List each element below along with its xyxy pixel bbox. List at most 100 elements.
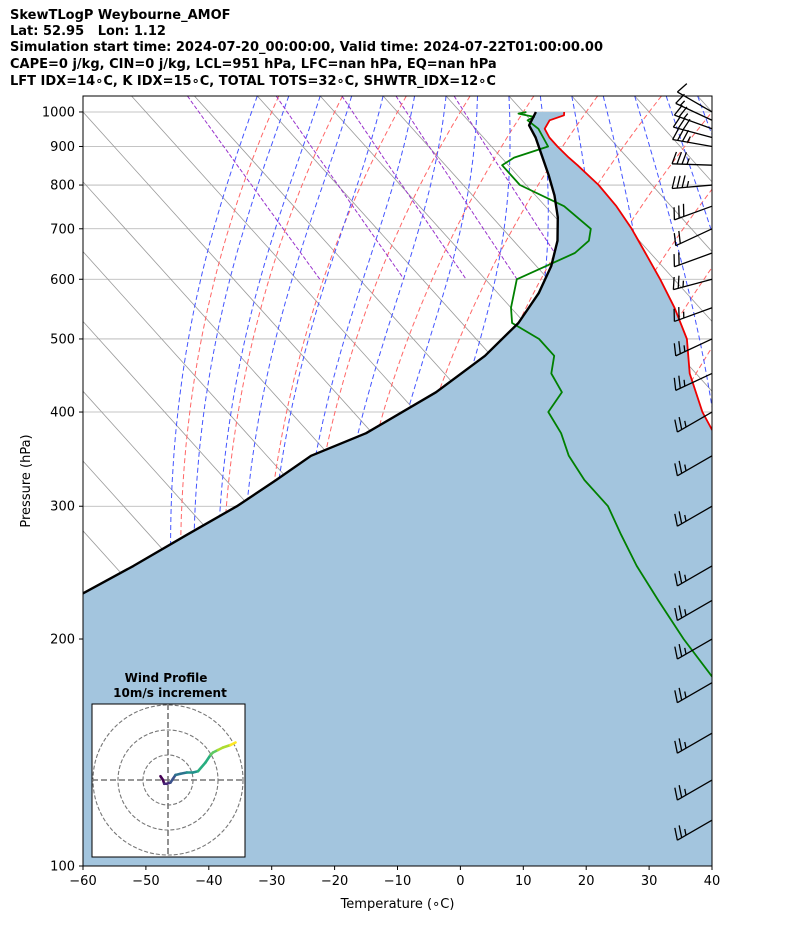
- mixing-ratio-line: [275, 96, 405, 280]
- barb-flag: [678, 738, 683, 751]
- x-axis: −60 −50 −40 −30 −20 −10 0 10 20 30 40: [69, 866, 720, 889]
- barb-flag: [674, 646, 678, 660]
- barb-shaft: [677, 638, 713, 660]
- barb-flag: [678, 570, 683, 584]
- hodograph-segment: [196, 761, 207, 773]
- y-tick-label: 600: [50, 273, 75, 288]
- header-line-5: LFT IDX=14∘C, K IDX=15∘C, TOTAL TOTS=32∘…: [10, 74, 496, 89]
- barb-flag: [678, 687, 683, 701]
- barb-flag: [673, 104, 683, 116]
- barb-flag: [678, 417, 683, 430]
- y-tick-label: 700: [50, 222, 75, 237]
- isotherm-line: [571, 96, 712, 253]
- barb-shaft: [674, 114, 713, 130]
- barb-shaft: [674, 205, 713, 221]
- barb-flag: [681, 129, 690, 142]
- barb-flag: [673, 377, 677, 391]
- header-line-2: Lat: 52.95 Lon: 1.12: [10, 24, 166, 39]
- y-tick-label: 200: [50, 633, 75, 648]
- barb-flag: [674, 607, 678, 621]
- inset-title: Wind Profile: [125, 671, 208, 685]
- barb-flag: [684, 420, 687, 428]
- barb-flag: [672, 128, 680, 140]
- wind-barb: [674, 599, 713, 622]
- barb-shaft: [677, 779, 713, 801]
- barb-flag: [678, 375, 681, 389]
- barb-shaft: [677, 819, 713, 841]
- y-tick-label: 1000: [42, 105, 75, 120]
- barb-flag: [672, 276, 675, 290]
- barb-flag: [674, 787, 678, 801]
- barb-flag: [674, 827, 678, 841]
- barb-shaft: [675, 372, 713, 391]
- wind-barb: [674, 819, 713, 841]
- barb-flag: [683, 345, 686, 352]
- barb-flag: [684, 647, 687, 655]
- barb-flag: [678, 511, 683, 524]
- x-axis-label: Temperature (∘C): [340, 897, 455, 912]
- barb-shaft: [672, 138, 713, 148]
- barb-shaft: [677, 682, 713, 704]
- barb-flag: [684, 574, 687, 582]
- barb-flag: [674, 573, 678, 587]
- barb-flag: [674, 463, 678, 476]
- barb-flag: [681, 175, 686, 188]
- barb-shaft: [677, 732, 713, 754]
- temperature-line: [543, 111, 712, 432]
- barb-flag: [674, 513, 678, 527]
- barb-flag: [678, 825, 683, 838]
- dry-adiabat-line: [702, 824, 712, 866]
- barb-shaft: [674, 252, 713, 268]
- wind-barb: [674, 505, 713, 527]
- barb-flag: [677, 117, 686, 129]
- y-tick-label: 500: [50, 332, 75, 347]
- hodograph-segment: [204, 753, 212, 764]
- y-axis-label: Pressure (hPa): [19, 434, 34, 527]
- x-tick-label: −40: [195, 874, 222, 889]
- x-tick-label: 0: [456, 874, 464, 889]
- barb-flag: [684, 464, 687, 471]
- barb-shaft: [677, 565, 713, 587]
- moist-adiabat-line: [665, 96, 712, 234]
- barb-flag: [674, 740, 678, 754]
- header-line-1: SkewTLogP Weybourne_AMOF: [10, 8, 231, 23]
- barb-flag: [677, 275, 680, 289]
- wind-barb: [673, 372, 713, 391]
- cin-cape-fill: [83, 112, 712, 866]
- header-line-3: Simulation start time: 2024-07-20_00:00:…: [10, 40, 603, 55]
- hodograph-segment: [221, 743, 232, 749]
- barb-flag: [674, 690, 678, 703]
- barb-flag: [684, 828, 687, 836]
- hodograph: [159, 741, 237, 786]
- x-tick-label: −60: [69, 874, 96, 889]
- mixing-ratio-line: [453, 96, 573, 280]
- wind-barb: [673, 203, 713, 221]
- barb-shaft: [673, 278, 713, 291]
- x-tick-label: −10: [384, 874, 411, 889]
- barb-flag: [676, 151, 683, 165]
- parcel-line: [83, 111, 559, 595]
- barb-shaft: [677, 505, 713, 527]
- x-tick-label: −20: [321, 874, 348, 889]
- wind-barb: [674, 638, 713, 660]
- barb-flag: [684, 514, 687, 522]
- x-tick-label: 40: [704, 874, 721, 889]
- wind-barb: [673, 228, 713, 247]
- dry-adiabat-line: [768, 96, 794, 866]
- barb-flag: [672, 116, 681, 128]
- barb-shaft: [677, 455, 713, 477]
- wind-profile-inset: Wind Profile 10m/s increment: [91, 671, 246, 858]
- barb-flag: [678, 106, 688, 118]
- cape-fill-layer: [83, 112, 712, 866]
- wind-barb: [671, 151, 713, 166]
- barb-flag: [678, 605, 683, 619]
- moist-adiabat-line: [358, 96, 478, 866]
- barb-shaft: [674, 307, 713, 323]
- x-tick-label: 20: [578, 874, 595, 889]
- barb-flag: [671, 151, 678, 165]
- moist-adiabat-line: [634, 96, 712, 866]
- wind-barb: [674, 682, 713, 704]
- barb-flag: [678, 230, 681, 244]
- x-tick-label: −50: [132, 874, 159, 889]
